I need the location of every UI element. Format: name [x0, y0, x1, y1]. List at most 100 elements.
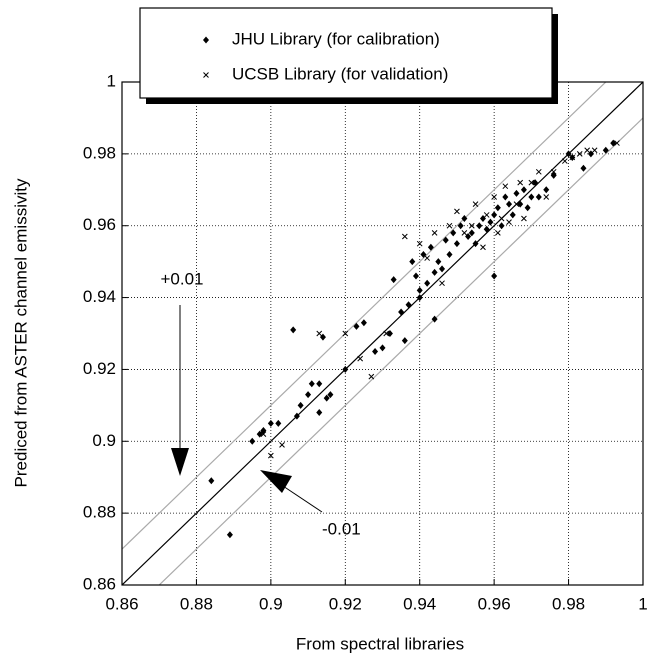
x-tick-label: 0.86 [105, 594, 138, 613]
point [427, 243, 434, 251]
point [506, 219, 512, 225]
y-tick-label: 0.96 [83, 215, 116, 234]
point [610, 139, 617, 147]
point [584, 147, 591, 154]
point [524, 204, 531, 212]
reference-lines [122, 82, 643, 585]
point [260, 431, 267, 437]
point [468, 229, 475, 237]
point [323, 394, 330, 402]
point [506, 200, 513, 208]
point [494, 204, 501, 212]
point [398, 308, 405, 316]
y-tick-label: 0.92 [83, 359, 116, 378]
point [383, 330, 390, 337]
point [517, 200, 524, 208]
point [409, 258, 416, 266]
point [450, 229, 457, 237]
point [483, 225, 490, 233]
point [513, 189, 520, 197]
x-axis-title: From spectral libraries [296, 634, 464, 653]
point [528, 193, 535, 201]
point [279, 442, 285, 448]
point [602, 146, 609, 154]
point [483, 212, 490, 218]
point [439, 265, 446, 273]
y-axis-title: Prediced from ASTER channel emissivity [11, 178, 30, 487]
point [435, 258, 442, 266]
ticks: 0.86 0.88 0.9 0.92 0.94 0.96 0.98 1 0.86 0.88 0.9 0… [83, 71, 648, 613]
point [379, 344, 386, 352]
point [357, 355, 364, 362]
x-tick-label: 1 [638, 594, 647, 613]
point [550, 168, 557, 175]
point [535, 193, 542, 201]
point [569, 154, 576, 161]
point [267, 419, 274, 427]
point [412, 272, 419, 280]
point [316, 409, 323, 417]
point [360, 319, 367, 327]
point [591, 147, 598, 154]
x-tick-label: 0.96 [478, 594, 511, 613]
point [439, 280, 445, 287]
arrow-head [171, 448, 189, 476]
point [461, 230, 468, 236]
point [401, 233, 408, 240]
point [472, 240, 479, 248]
arrow-head [260, 470, 292, 493]
point [614, 140, 620, 146]
point [431, 315, 438, 323]
point [390, 276, 397, 284]
legend-marker [203, 72, 209, 78]
point [416, 294, 423, 302]
point [543, 194, 550, 200]
point [368, 373, 375, 380]
point [208, 477, 215, 485]
point [420, 250, 427, 258]
point [480, 244, 486, 251]
x-tick-label: 0.94 [403, 594, 436, 613]
point [491, 211, 498, 219]
point [454, 208, 460, 215]
point [535, 168, 542, 175]
point [495, 230, 501, 236]
reference-line [122, 82, 607, 550]
legend: JHU Library (for calibration) UCSB Librar… [203, 29, 448, 83]
point [297, 401, 304, 409]
point [513, 201, 520, 208]
point [520, 186, 527, 194]
y-tick-label: 0.9 [92, 431, 116, 450]
reference-line [158, 117, 643, 585]
point [353, 322, 360, 330]
point [468, 222, 475, 229]
point [308, 380, 315, 388]
reference-line [122, 82, 643, 585]
point [498, 215, 505, 222]
point [424, 279, 431, 287]
legend-label: JHU Library (for calibration) [232, 29, 440, 48]
point [491, 194, 497, 200]
point [550, 171, 557, 179]
x-tick-label: 0.98 [552, 594, 585, 613]
point [509, 211, 516, 219]
point [268, 452, 274, 459]
point [401, 337, 408, 345]
annotation: -0.01 [322, 519, 361, 538]
point [416, 240, 423, 247]
point [249, 437, 256, 445]
point [580, 164, 587, 172]
point [327, 391, 334, 399]
legend-label: UCSB Library (for validation) [232, 64, 448, 83]
point [498, 222, 505, 230]
x-tick-label: 0.92 [329, 594, 362, 613]
point [386, 330, 393, 337]
point [561, 158, 568, 164]
point [442, 236, 449, 244]
point [576, 151, 583, 157]
point [476, 222, 483, 230]
point [305, 391, 312, 399]
point [521, 215, 527, 222]
y-tick-label: 0.86 [83, 574, 116, 593]
